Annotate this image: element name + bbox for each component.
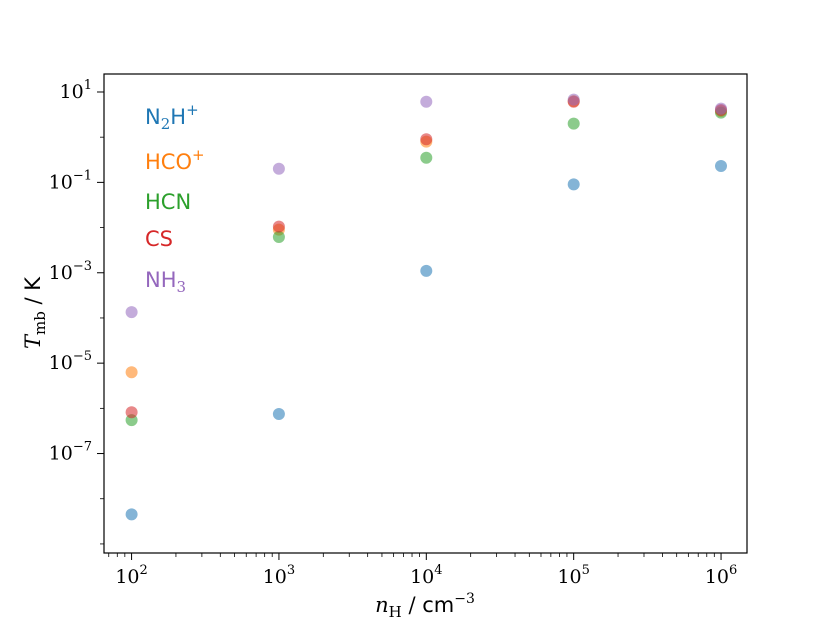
legend-item: CS [145, 227, 173, 251]
legend-item: HCO+ [145, 146, 205, 174]
y-axis-label: Tmb / K [21, 276, 49, 349]
x-axis-label-sep: / [402, 593, 422, 617]
y-tick-label: 10−7 [49, 440, 92, 465]
x-axis-label-unit-exp: −3 [454, 591, 475, 607]
data-point [420, 151, 433, 164]
y-tick-label: 10−5 [49, 349, 92, 374]
y-tick-label: 101 [60, 78, 92, 103]
data-point [272, 162, 285, 175]
y-tick-label: 10−1 [49, 168, 92, 193]
x-axis-label-sub: H [389, 603, 402, 621]
data-point [272, 220, 285, 233]
data-point [715, 102, 727, 115]
data-point [272, 408, 285, 420]
data-point [125, 366, 138, 379]
x-tick-label: 102 [115, 563, 147, 588]
data-points [125, 93, 727, 521]
data-point [125, 306, 138, 319]
data-point [567, 117, 580, 130]
x-tick-label: 105 [557, 563, 589, 588]
x-axis-ticks: 102 103 104 105 106 [108, 553, 737, 588]
legend-item: N2H+ [145, 101, 199, 133]
x-tick-label: 104 [410, 563, 442, 588]
plot-frame [103, 73, 748, 554]
legend: N2H+ HCO+ HCN CS NH3 [145, 101, 205, 296]
data-point [272, 231, 285, 243]
x-tick-label: 103 [263, 563, 295, 588]
x-axis-label: nH / cm−3 [375, 591, 475, 621]
y-axis-ticks: 10−7 10−5 10−3 10−1 101 [49, 78, 104, 545]
legend-item: NH3 [145, 268, 186, 296]
y-axis-label-unit: K [21, 276, 45, 291]
data-point [420, 133, 433, 146]
data-point [125, 406, 138, 419]
legend-item: HCN [145, 190, 191, 214]
x-axis-label-unit: cm [422, 593, 454, 617]
data-point [125, 508, 138, 521]
data-point [420, 95, 433, 108]
data-point [420, 264, 433, 277]
data-point [567, 93, 580, 106]
x-axis-label-var: n [375, 593, 389, 617]
y-tick-label: 10−3 [49, 259, 92, 284]
x-tick-label: 106 [705, 563, 737, 588]
data-point [715, 160, 727, 172]
y-axis-label-var: T [21, 333, 45, 349]
data-point [567, 178, 580, 191]
y-axis-label-sub: mb [31, 311, 49, 335]
y-axis-label-sep: / [21, 291, 45, 311]
